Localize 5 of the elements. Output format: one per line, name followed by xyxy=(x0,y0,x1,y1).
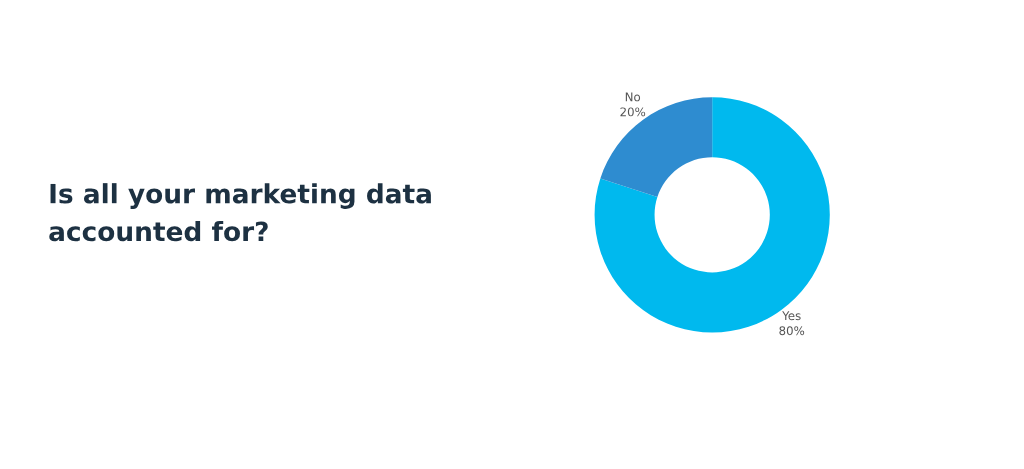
data-label: 80% xyxy=(779,326,805,336)
slice-label: Yes xyxy=(782,311,801,321)
slice-label: No xyxy=(625,92,641,102)
text: Is all your marketing data accounted for? xyxy=(49,183,431,242)
data-label: 20% xyxy=(620,107,646,117)
